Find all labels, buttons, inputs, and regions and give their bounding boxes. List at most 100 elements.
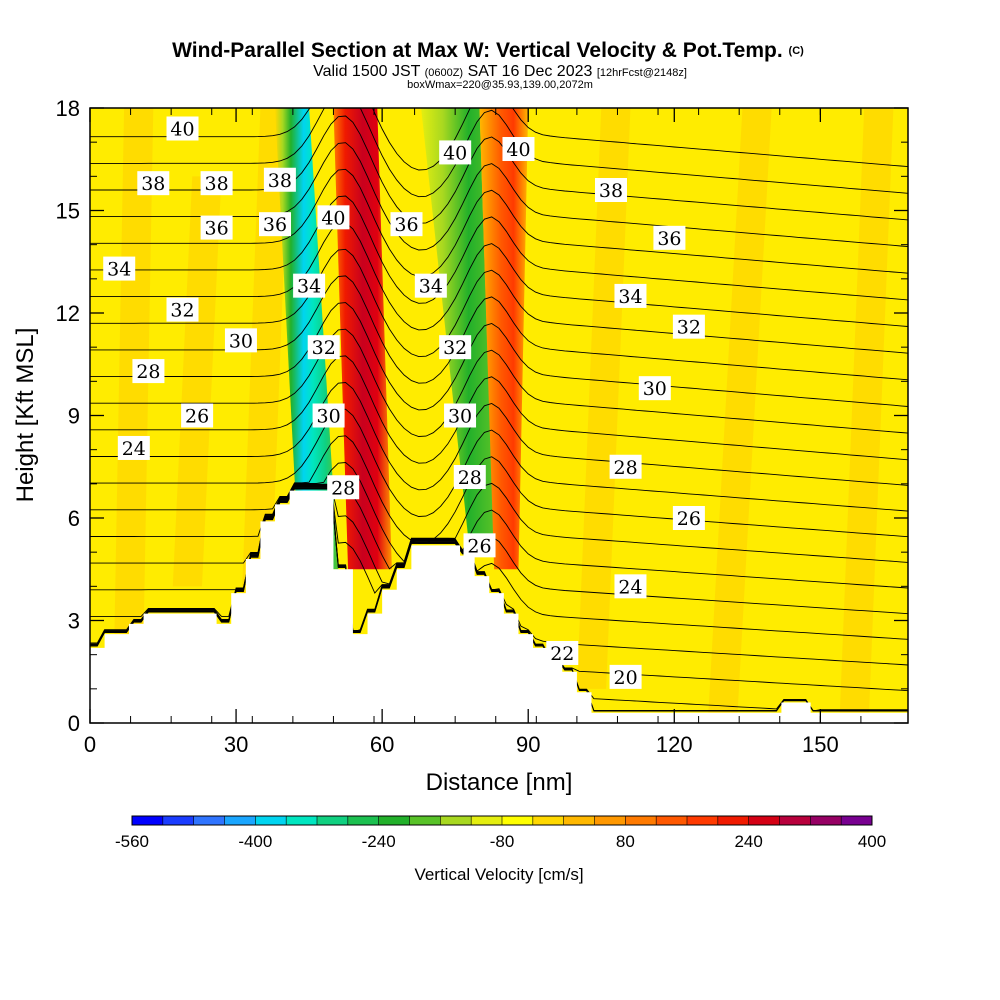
- isentrope-30: [90, 355, 908, 464]
- colorbar-tick-label: -240: [362, 832, 396, 851]
- isentrope-label: 26: [672, 506, 705, 530]
- colorbar-swatch: [502, 816, 534, 825]
- svg-text:34: 34: [618, 286, 642, 308]
- y-tick-label: 12: [56, 301, 80, 326]
- colorbar-swatch: [779, 816, 811, 825]
- svg-text:34: 34: [107, 259, 131, 281]
- colorbar-swatch: [132, 816, 164, 825]
- isentrope-26: [90, 462, 908, 563]
- x-tick-label: 90: [516, 732, 540, 757]
- isentrope-label: 36: [653, 225, 686, 250]
- svg-text:26: 26: [677, 508, 701, 530]
- colorbar-swatch: [625, 816, 657, 825]
- box-info: boxWmax=220@35.93,139.00,2072m: [407, 79, 593, 91]
- isentrope-label: 38: [137, 171, 170, 196]
- isentrope-label: 32: [166, 297, 199, 322]
- isentrope-label: 36: [259, 212, 292, 237]
- isentrope-label: 34: [614, 283, 647, 308]
- svg-text:28: 28: [458, 467, 482, 489]
- isentrope-label: 30: [444, 403, 477, 428]
- isentrope-label: 24: [117, 435, 150, 460]
- colorbar-swatch: [810, 816, 842, 825]
- isentrope-label: 34: [293, 273, 326, 298]
- x-tick-label: 150: [802, 732, 839, 757]
- isentrope-23: [90, 485, 908, 640]
- colorbar-tick-label: 80: [616, 832, 635, 851]
- y-tick-label: 18: [56, 96, 80, 121]
- colorbar-title: Vertical Velocity [cm/s]: [414, 865, 583, 884]
- svg-text:22: 22: [550, 643, 574, 665]
- colorbar-swatch: [563, 816, 595, 825]
- terrain-mask: [90, 490, 908, 723]
- isentrope-27: [90, 435, 908, 544]
- svg-text:24: 24: [618, 576, 642, 598]
- isentrope-labels: 20 22 24 24 26 26 26 28 28 28 28 30 30 30 30 32 32 32 32 34…: [103, 116, 705, 689]
- svg-text:28: 28: [136, 361, 160, 383]
- isentrope-label: 38: [263, 167, 296, 192]
- svg-text:30: 30: [229, 330, 253, 352]
- isentrope-label: 26: [463, 533, 496, 558]
- isentrope-28: [90, 408, 908, 517]
- colorbar: -560 -400 -240 -80 80 240 400: [115, 815, 886, 851]
- isentrope-label: 36: [200, 215, 233, 240]
- colorbar-swatch: [841, 816, 873, 825]
- svg-text:32: 32: [170, 300, 194, 322]
- isentrope-label: 38: [200, 171, 233, 196]
- svg-text:32: 32: [677, 317, 701, 339]
- svg-text:28: 28: [614, 457, 638, 479]
- colorbar-tick-label: -560: [115, 832, 149, 851]
- y-tick-label: 3: [68, 609, 80, 634]
- colorbar-swatch: [656, 816, 688, 825]
- isentrope-label: 22: [546, 640, 579, 665]
- y-axis-label: Height [Kft MSL]: [12, 328, 39, 503]
- svg-text:34: 34: [297, 276, 321, 298]
- field-streak: [708, 108, 772, 713]
- isentrope-label: 32: [307, 335, 340, 360]
- isentrope-24: [90, 484, 908, 615]
- svg-text:38: 38: [268, 170, 292, 192]
- svg-text:40: 40: [506, 139, 530, 161]
- isentrope-label: 20: [609, 664, 642, 689]
- isentrope-label: 34: [103, 256, 136, 281]
- colorbar-frame: [131, 815, 873, 826]
- field-streak: [172, 176, 222, 587]
- band-second-updraft: [479, 108, 529, 570]
- field-streak: [576, 108, 631, 689]
- svg-text:26: 26: [185, 406, 209, 428]
- svg-text:32: 32: [312, 337, 336, 359]
- isentrope-label: 40: [317, 205, 350, 230]
- colorbar-swatch: [347, 816, 379, 825]
- isentrope-label: 28: [327, 475, 360, 500]
- svg-text:38: 38: [205, 173, 229, 195]
- svg-text:40: 40: [443, 142, 467, 164]
- y-tick-label: 6: [68, 506, 80, 531]
- x-tick-label: 60: [370, 732, 394, 757]
- isentrope-label: 40: [166, 116, 199, 141]
- colorbar-tick-label: 240: [734, 832, 762, 851]
- svg-text:24: 24: [122, 438, 146, 460]
- colorbar-swatch: [748, 816, 780, 825]
- svg-text:30: 30: [448, 406, 472, 428]
- chart-subtitle: Valid 1500 JST (0600Z) SAT 16 Dec 2023 […: [313, 63, 687, 80]
- isentrope-37: [90, 168, 908, 278]
- svg-text:30: 30: [316, 406, 340, 428]
- isentrope-label: 26: [181, 403, 214, 428]
- isentrope-32: [90, 302, 908, 411]
- isentrope-36: [90, 195, 908, 304]
- svg-text:28: 28: [331, 477, 355, 499]
- isentrope-29: [90, 382, 908, 491]
- colorbar-swatch: [440, 816, 472, 825]
- svg-text:38: 38: [599, 180, 623, 202]
- svg-text:36: 36: [263, 214, 287, 236]
- colorbar-swatch: [193, 816, 225, 825]
- colorbar-swatch: [471, 816, 503, 825]
- isentrope-41: [90, 108, 908, 171]
- svg-text:32: 32: [443, 337, 467, 359]
- svg-text:38: 38: [141, 173, 165, 195]
- x-tick-label: 30: [224, 732, 248, 757]
- isentrope-label: 30: [312, 403, 345, 428]
- y-tick-label: 9: [68, 404, 80, 429]
- colorbar-swatch: [409, 816, 441, 825]
